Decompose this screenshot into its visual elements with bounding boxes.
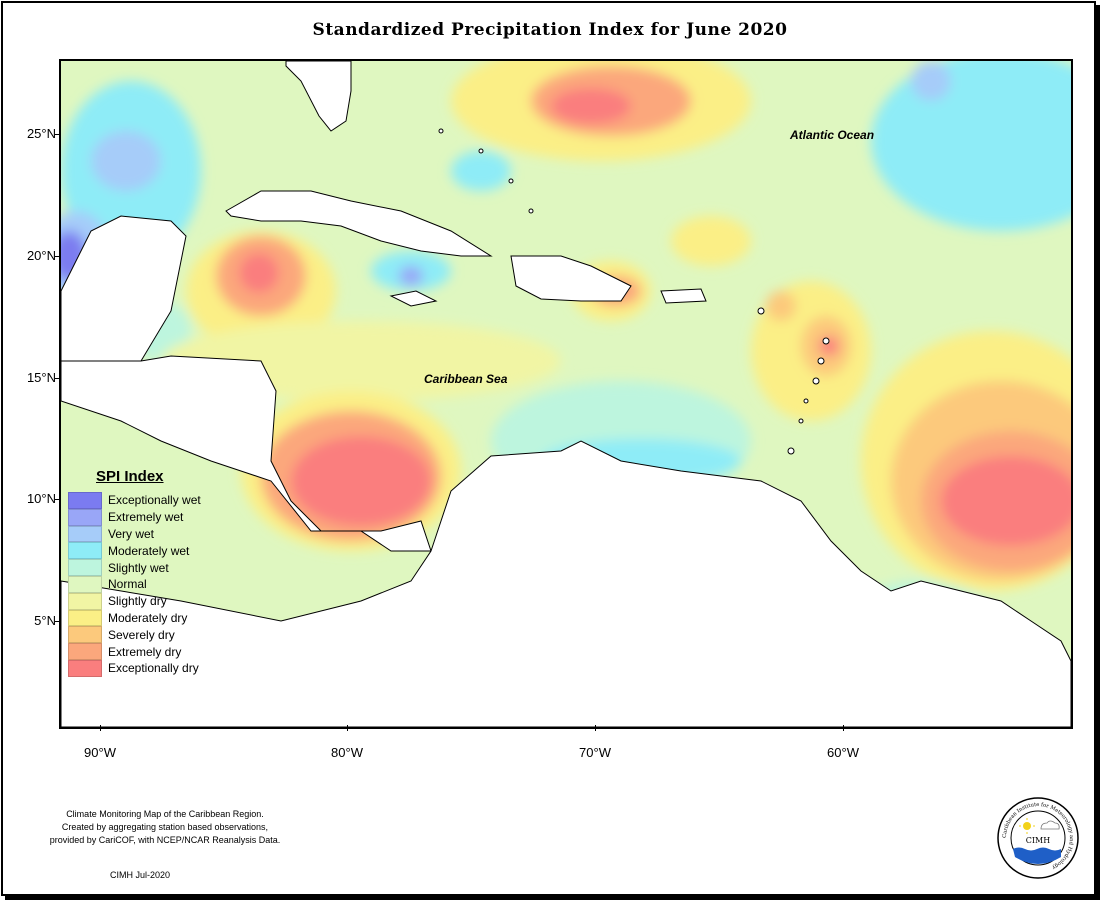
lat-tick-15n [55,378,60,379]
spi-map [59,59,1073,729]
legend-item: Exceptionally dry [68,659,201,677]
lat-tick-5n [55,621,60,622]
legend-item: Severely dry [68,626,201,644]
lat-label-20n: 20°N [26,248,56,263]
legend-item: Extremely wet [68,508,201,526]
legend-label: Normal [108,577,147,592]
legend-label: Moderately wet [108,543,190,558]
small-islands [438,128,830,455]
legend-swatch [68,575,102,593]
lon-tick-60w [843,725,844,731]
lat-tick-25n [55,134,60,135]
legend-swatch [68,643,102,660]
lon-tick-70w [595,725,596,731]
lat-tick-10n [55,499,60,500]
legend-swatch [68,559,102,576]
legend-item: Normal [68,575,201,593]
legend-item: Slightly dry [68,592,201,610]
legend-label: Slightly wet [108,560,169,575]
legend-swatch [68,609,102,627]
legend-item: Slightly wet [68,559,201,576]
legend-label: Slightly dry [108,594,167,609]
lat-label-5n: 5°N [34,613,56,628]
legend-label: Severely dry [108,627,175,642]
legend-swatch [68,626,102,644]
legend-swatch [68,508,102,526]
legend-swatch [68,492,102,509]
land-masses [61,61,1071,727]
lon-tick-80w [347,725,348,731]
credit-text: CIMH Jul-2020 [110,870,171,880]
atlantic-ocean-label: Atlantic Ocean [790,128,875,142]
lat-tick-20n [55,256,60,257]
logo-text: CIMH [1026,836,1050,845]
legend-item: Extremely dry [68,643,201,660]
legend-title: SPI Index [96,468,164,485]
lat-label-15n: 15°N [26,370,56,385]
lon-label-70w: 70°W [579,745,611,760]
legend-swatch [68,525,102,543]
footnote-line-1: Climate Monitoring Map of the Caribbean … [66,809,264,819]
legend-swatch [68,659,102,677]
lon-tick-90w [100,725,101,731]
legend-label: Exceptionally wet [108,493,201,508]
lon-label-90w: 90°W [84,745,116,760]
legend-swatch [68,542,102,560]
legend-item: Moderately dry [68,609,201,627]
legend-swatch [68,592,102,610]
legend-label: Exceptionally dry [108,661,199,676]
spi-legend: SPI Index Exceptionally wet Extremely wet… [68,468,201,677]
legend-label: Very wet [108,526,155,541]
legend-item: Exceptionally wet [68,492,201,509]
cimh-logo: Caribbean Institute for Meteorology and … [997,797,1079,879]
cimh-logo-icon: Caribbean Institute for Meteorology and … [997,797,1079,879]
lat-label-25n: 25°N [26,126,56,141]
map-title: Standardized Precipitation Index for Jun… [312,20,788,40]
lon-label-80w: 80°W [331,745,363,760]
legend-rows: Exceptionally wet Extremely wet Very wet Mo… [68,492,201,677]
spi-map-canvas [61,61,1071,727]
footnote-line-3: provided by CariCOF, with NCEP/NCAR Rean… [49,835,281,845]
legend-item: Moderately wet [68,542,201,560]
map-footnote: Climate Monitoring Map of the Caribbean … [30,808,300,847]
legend-label: Moderately dry [108,610,188,625]
legend-label: Extremely wet [108,510,184,525]
lat-label-10n: 10°N [26,491,56,506]
lon-label-60w: 60°W [827,745,859,760]
legend-item: Very wet [68,525,201,543]
footnote-line-2: Created by aggregating station based obs… [61,822,269,832]
caribbean-sea-label: Caribbean Sea [424,372,508,386]
legend-label: Extremely dry [108,644,182,659]
